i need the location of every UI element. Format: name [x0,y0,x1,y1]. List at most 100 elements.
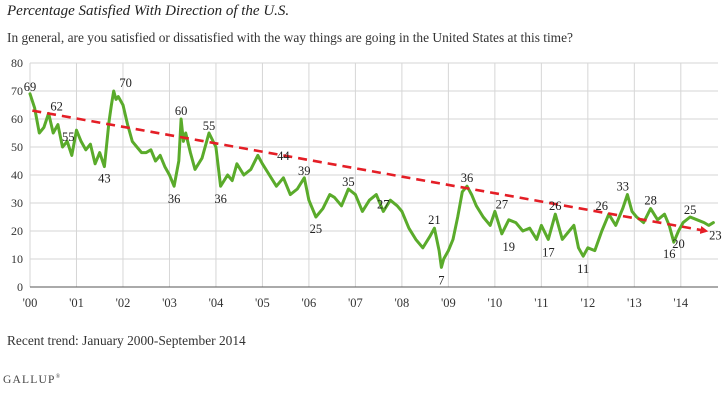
data-point [489,224,492,227]
y-tick-label: 10 [11,252,23,266]
data-point [368,199,371,202]
data-point [163,165,166,168]
data-point [482,216,485,218]
x-tick-label: '07 [348,296,363,310]
data-point [66,140,69,143]
data-point [231,179,234,182]
data-point [103,165,106,168]
data-label: 16 [663,247,676,261]
x-tick-label: '04 [209,296,225,310]
data-point [600,230,603,232]
x-tick-label: '02 [116,296,131,310]
data-point [80,140,83,143]
data-point [626,193,629,196]
chart-title: Percentage Satisfied With Direction of t… [7,3,290,19]
data-label: 36 [214,192,227,206]
data-point [321,207,324,210]
data-label: 19 [503,240,516,254]
data-point [296,188,299,190]
x-tick-label: '01 [69,296,84,310]
data-point [507,218,510,221]
data-point [382,210,385,213]
data-point [414,238,417,241]
x-tick-label: '06 [302,296,317,310]
data-label: 35 [342,175,355,189]
data-point [361,210,364,213]
data-point [314,216,317,218]
data-point [593,249,596,252]
x-tick-label: '14 [673,296,689,310]
data-point [180,118,182,120]
data-point [268,174,271,176]
data-point [621,207,624,210]
data-point [201,157,203,160]
data-label: 26 [549,199,562,213]
data-point [194,168,196,171]
data-point [461,190,464,193]
data-point [256,154,259,157]
data-point [75,129,78,132]
y-tick-label: 80 [11,56,23,70]
data-point [215,146,217,148]
data-point [586,246,589,249]
data-point [136,146,138,148]
data-label: 69 [24,80,37,94]
data-point [219,185,222,188]
data-point [29,92,31,95]
data-point [110,104,113,106]
data-label: 36 [461,171,474,185]
data-point [126,123,129,126]
y-tick-label: 60 [11,112,23,126]
data-label: 55 [62,130,75,144]
data-point [70,154,73,157]
data-label: 25 [310,222,323,236]
data-point [56,123,59,126]
data-point [438,249,440,252]
data-label: 62 [50,99,63,113]
data-point [547,238,550,241]
data-point [347,188,350,190]
data-point [396,204,399,207]
x-tick-label: '12 [580,296,595,310]
data-point [568,230,571,232]
data-point [582,255,585,258]
data-point [493,210,496,213]
data-point [400,210,403,213]
x-tick-label: '13 [627,296,642,310]
data-label: 33 [616,180,629,194]
data-point [572,224,575,227]
data-point [289,193,292,196]
data-point [649,207,652,210]
data-point [303,176,306,179]
data-point [84,148,87,151]
data-point [189,151,192,154]
x-tick-label: '08 [395,296,410,310]
data-point [389,199,392,202]
data-point [52,132,55,134]
data-label: 39 [298,164,311,178]
data-point [115,98,117,101]
data-point [712,221,715,224]
data-point [635,216,638,218]
data-point [208,132,210,134]
data-point [696,218,698,221]
data-point [440,266,443,269]
data-point [456,216,459,218]
y-tick-label: 0 [17,280,23,294]
x-tick-label: '10 [487,296,502,310]
x-tick-label: '05 [255,296,270,310]
data-label: 7 [438,273,444,287]
data-label: 23 [709,229,722,243]
trend-arrow [32,109,709,234]
data-point [689,216,692,218]
y-tick-label: 20 [11,224,23,238]
brand-name: GALLUP [3,374,56,386]
data-label: 27 [377,197,390,211]
data-label: 60 [175,104,188,118]
data-point [282,176,285,179]
data-point [475,204,478,207]
data-point [168,174,171,176]
data-point [117,95,120,98]
data-point [421,246,424,249]
series-line-satisfied [28,89,715,269]
